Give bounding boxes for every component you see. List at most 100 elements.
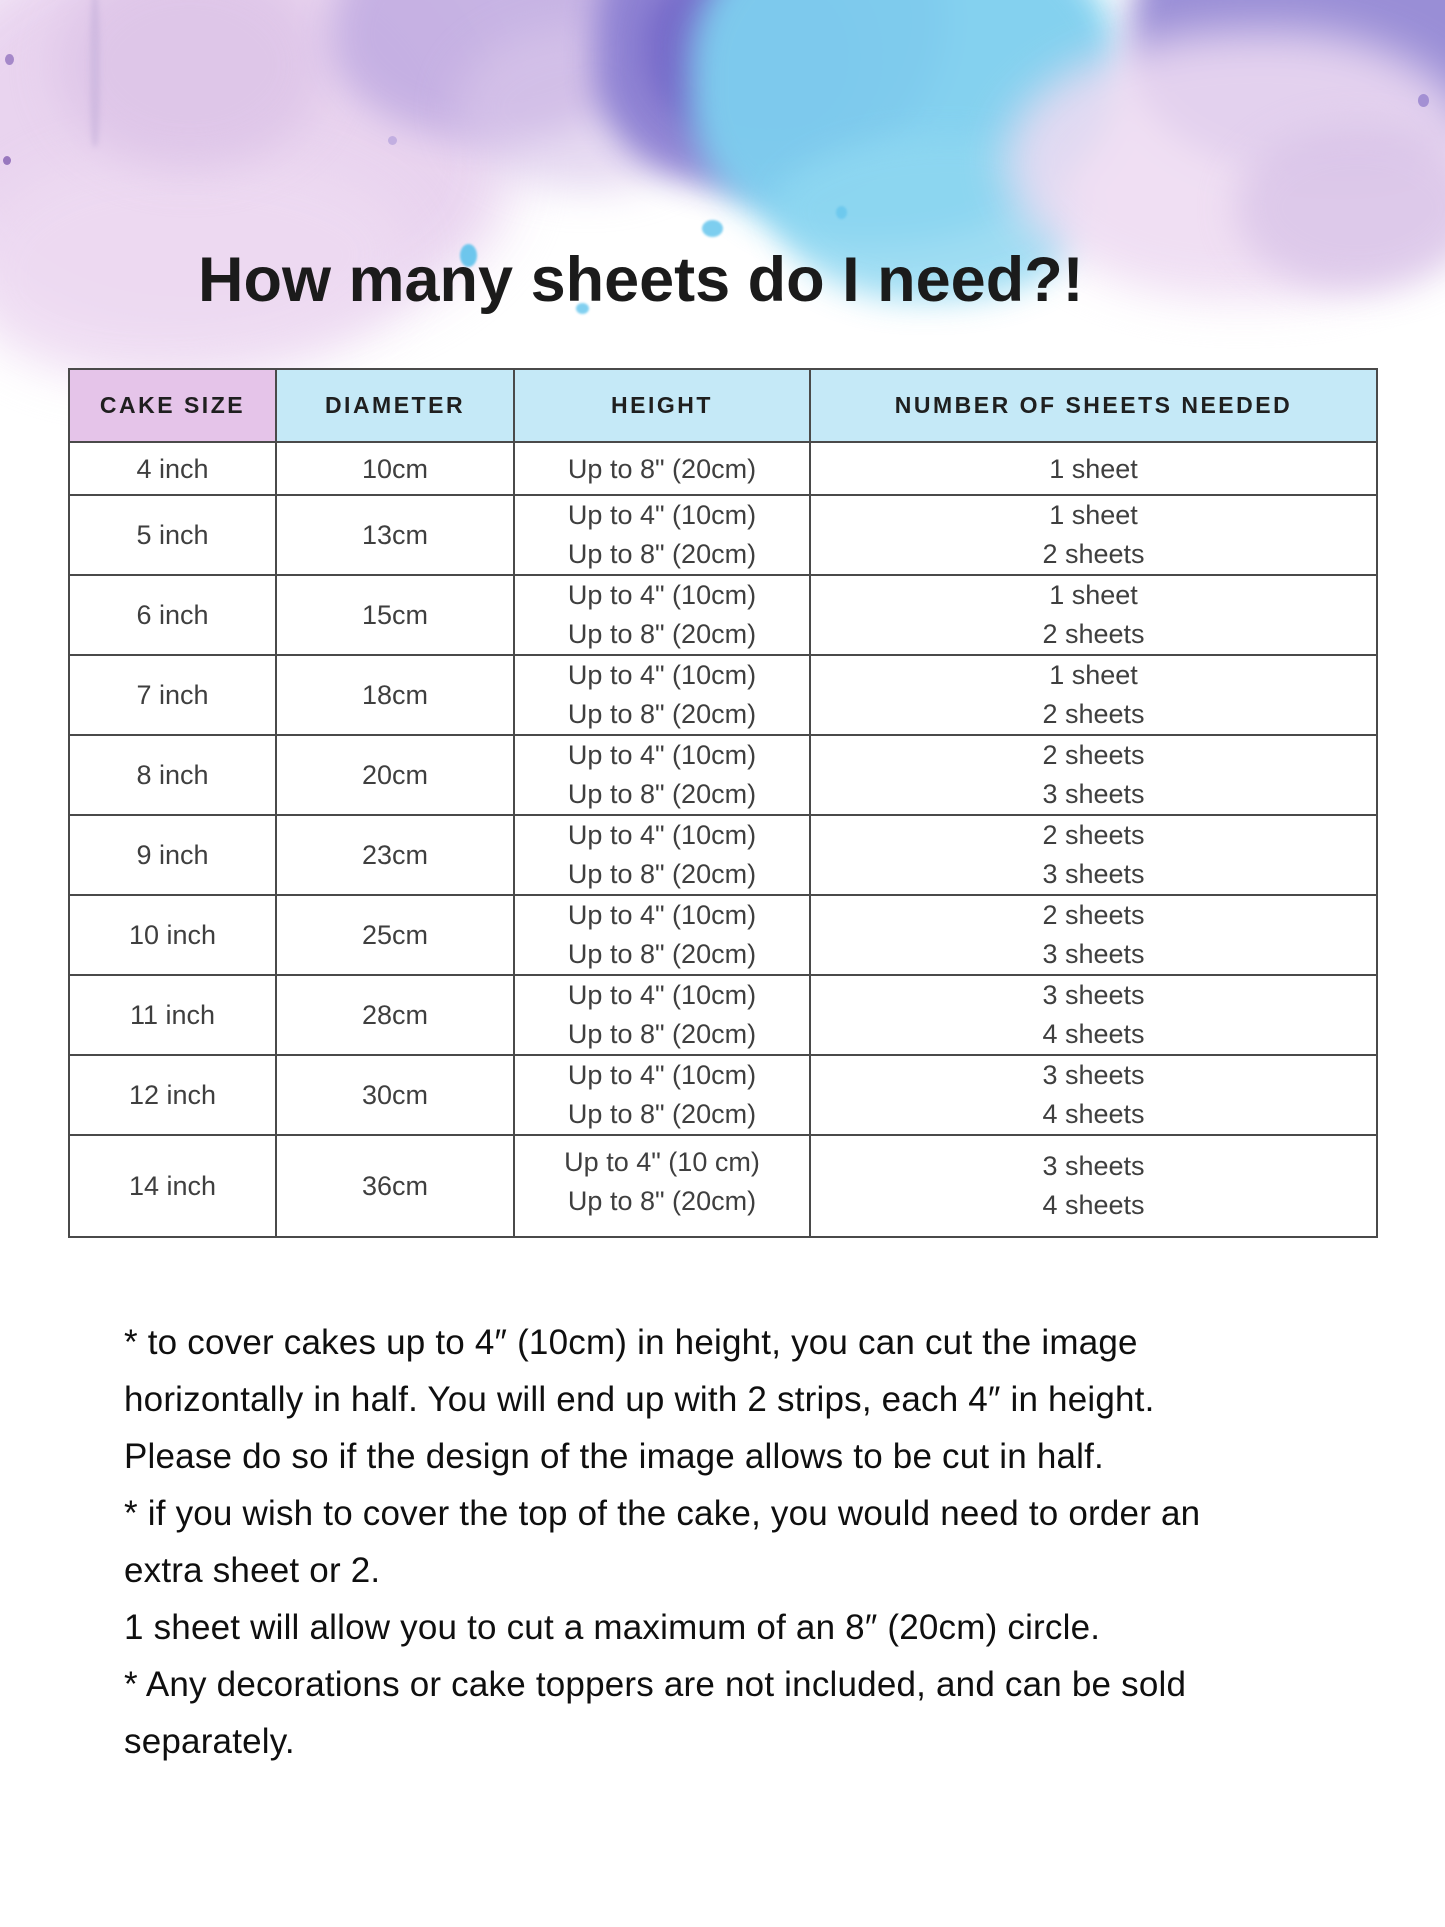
cell-diameter: 36cm xyxy=(275,1134,515,1238)
cell-diameter: 30cm xyxy=(275,1054,515,1136)
cell-sheets: 2 sheets 3 sheets xyxy=(809,734,1378,816)
table-row: 6 inch 15cm Up to 4" (10cm) Up to 8" (20cm)… xyxy=(68,574,1378,656)
cell-diameter: 10cm xyxy=(275,441,515,496)
cell-sheets-line: 3 sheets xyxy=(1042,980,1145,1010)
cell-cake-size-line: 12 inch xyxy=(128,1079,217,1110)
cell-cake-size: 5 inch xyxy=(68,494,277,576)
cell-sheets-line: 3 sheets xyxy=(1042,1060,1145,1090)
cell-diameter: 20cm xyxy=(275,734,515,816)
cell-cake-size: 12 inch xyxy=(68,1054,277,1136)
column-header-sheets: NUMBER OF SHEETS NEEDED xyxy=(809,368,1378,443)
cell-height: Up to 4" (10cm) Up to 8" (20cm) xyxy=(513,894,811,976)
cell-sheets: 1 sheet 2 sheets xyxy=(809,494,1378,576)
cell-sheets: 3 sheets 4 sheets xyxy=(809,974,1378,1056)
cell-height-line: Up to 8" (20cm) xyxy=(567,1186,757,1216)
column-header-height: HEIGHT xyxy=(513,368,811,443)
cell-cake-size: 9 inch xyxy=(68,814,277,896)
cell-sheets-line: 2 sheets xyxy=(1042,699,1145,729)
cell-height-line: Up to 4" (10cm) xyxy=(567,820,757,850)
cell-height-line: Up to 8" (20cm) xyxy=(567,1099,757,1129)
cell-diameter: 28cm xyxy=(275,974,515,1056)
cell-height: Up to 4" (10cm) Up to 8" (20cm) xyxy=(513,574,811,656)
cell-height-line: Up to 8" (20cm) xyxy=(567,453,757,484)
watercolor-speck xyxy=(388,136,397,145)
cell-height-line: Up to 4" (10cm) xyxy=(567,580,757,610)
cell-sheets-line: 4 sheets xyxy=(1042,1099,1145,1129)
footnote-line: horizontally in half. You will end up wi… xyxy=(124,1380,1155,1419)
watercolor-speck xyxy=(5,54,14,65)
watercolor-speck xyxy=(1418,94,1429,107)
watercolor-blob xyxy=(595,0,945,190)
cell-diameter-line: 20cm xyxy=(361,759,429,790)
watercolor-blob xyxy=(645,0,870,150)
cell-diameter: 25cm xyxy=(275,894,515,976)
page-title: How many sheets do I need?! xyxy=(198,245,1084,315)
table-body: 4 inch 10cm Up to 8" (20cm) 1 sheet 5 inch 13… xyxy=(68,441,1378,1238)
cell-diameter-line: 15cm xyxy=(361,599,429,630)
cell-cake-size: 4 inch xyxy=(68,441,277,496)
cell-sheets-line: 3 sheets xyxy=(1042,1151,1145,1181)
cell-sheets-line: 2 sheets xyxy=(1042,820,1145,850)
cell-cake-size: 6 inch xyxy=(68,574,277,656)
cell-height: Up to 4" (10cm) Up to 8" (20cm) xyxy=(513,494,811,576)
watercolor-blob xyxy=(1130,0,1445,180)
cell-diameter: 23cm xyxy=(275,814,515,896)
table-row: 9 inch 23cm Up to 4" (10cm) Up to 8" (20cm)… xyxy=(68,814,1378,896)
cell-sheets-line: 1 sheet xyxy=(1049,660,1138,690)
cell-diameter: 15cm xyxy=(275,574,515,656)
footnote-line: * to cover cakes up to 4″ (10cm) in heig… xyxy=(124,1323,1138,1362)
table-row: 12 inch 30cm Up to 4" (10cm) Up to 8" (20cm… xyxy=(68,1054,1378,1136)
cell-sheets-line: 1 sheet xyxy=(1049,500,1138,530)
table-row: 8 inch 20cm Up to 4" (10cm) Up to 8" (20cm)… xyxy=(68,734,1378,816)
cell-cake-size: 7 inch xyxy=(68,654,277,736)
cell-diameter-line: 23cm xyxy=(361,839,429,870)
cell-sheets-line: 2 sheets xyxy=(1042,619,1145,649)
cell-height-line: Up to 8" (20cm) xyxy=(567,859,757,889)
cell-height-line: Up to 4" (10 cm) xyxy=(564,1147,760,1177)
cell-cake-size-line: 9 inch xyxy=(136,839,209,870)
footnote-line: Please do so if the design of the image … xyxy=(124,1437,1104,1476)
cell-sheets: 2 sheets 3 sheets xyxy=(809,894,1378,976)
cell-sheets-line: 3 sheets xyxy=(1042,779,1145,809)
cell-height: Up to 4" (10cm) Up to 8" (20cm) xyxy=(513,654,811,736)
cell-height-line: Up to 8" (20cm) xyxy=(567,619,757,649)
cell-sheets: 1 sheet 2 sheets xyxy=(809,574,1378,656)
cell-height-line: Up to 8" (20cm) xyxy=(567,779,757,809)
cell-sheets-line: 4 sheets xyxy=(1042,1190,1145,1220)
footnotes: * to cover cakes up to 4″ (10cm) in heig… xyxy=(124,1314,1200,1770)
cell-sheets-line: 3 sheets xyxy=(1042,859,1145,889)
cell-sheets-line: 2 sheets xyxy=(1042,740,1145,770)
cell-sheets: 3 sheets 4 sheets xyxy=(809,1054,1378,1136)
cell-height-line: Up to 4" (10cm) xyxy=(567,500,757,530)
cell-height-line: Up to 8" (20cm) xyxy=(567,699,757,729)
cell-cake-size-line: 4 inch xyxy=(136,453,209,484)
watercolor-speck xyxy=(702,220,723,237)
cell-diameter: 13cm xyxy=(275,494,515,576)
cell-diameter-line: 36cm xyxy=(361,1170,429,1201)
cell-height: Up to 8" (20cm) xyxy=(513,441,811,496)
cell-diameter-line: 28cm xyxy=(361,999,429,1030)
cell-sheets-line: 2 sheets xyxy=(1042,900,1145,930)
sheets-guide-table: CAKE SIZE DIAMETER HEIGHT NUMBER OF SHEE… xyxy=(68,368,1378,1238)
watercolor-blob xyxy=(455,25,715,190)
cell-diameter: 18cm xyxy=(275,654,515,736)
cell-height: Up to 4" (10cm) Up to 8" (20cm) xyxy=(513,814,811,896)
cell-height-line: Up to 4" (10cm) xyxy=(567,740,757,770)
cell-sheets: 1 sheet 2 sheets xyxy=(809,654,1378,736)
watercolor-blob xyxy=(690,0,1120,245)
cell-cake-size-line: 5 inch xyxy=(136,519,209,550)
cell-sheets-line: 1 sheet xyxy=(1049,580,1138,610)
table-row: 4 inch 10cm Up to 8" (20cm) 1 sheet xyxy=(68,441,1378,496)
watercolor-blob xyxy=(1235,125,1445,290)
table-row: 10 inch 25cm Up to 4" (10cm) Up to 8" (20cm… xyxy=(68,894,1378,976)
cell-cake-size-line: 8 inch xyxy=(136,759,209,790)
cell-height: Up to 4" (10 cm) Up to 8" (20cm) xyxy=(513,1134,811,1238)
cell-cake-size: 14 inch xyxy=(68,1134,277,1238)
cell-sheets-line: 1 sheet xyxy=(1049,453,1138,484)
column-header-cake-size: CAKE SIZE xyxy=(68,368,277,443)
cell-cake-size-line: 7 inch xyxy=(136,679,209,710)
cell-sheets: 1 sheet xyxy=(809,441,1378,496)
cell-height: Up to 4" (10cm) Up to 8" (20cm) xyxy=(513,1054,811,1136)
table-header-row: CAKE SIZE DIAMETER HEIGHT NUMBER OF SHEE… xyxy=(68,368,1378,443)
